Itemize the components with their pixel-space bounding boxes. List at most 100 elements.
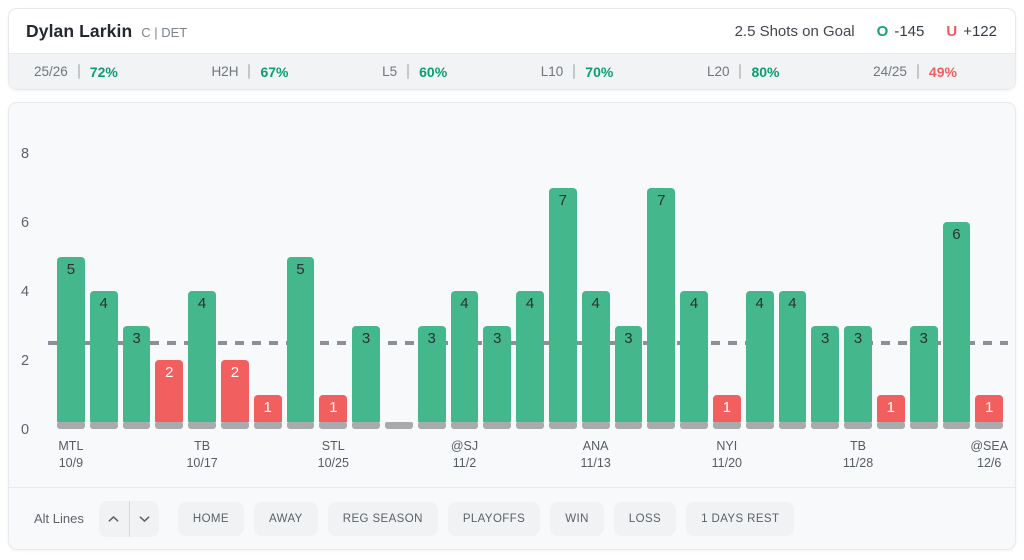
chart-bar[interactable]: 3 TB 11/28: [843, 129, 873, 470]
bar-value-label: 3: [821, 329, 830, 347]
chart-bar[interactable]: 5 MTL 10/9: [57, 129, 85, 470]
stat-h2h: H2H 67%: [211, 64, 288, 80]
x-tick-label: ANA 11/13: [580, 439, 611, 470]
chart-bar[interactable]: 6: [942, 129, 971, 429]
chart-bar[interactable]: 1: [253, 129, 282, 429]
line-up-button[interactable]: [99, 501, 129, 537]
chart-bar[interactable]: 4: [516, 129, 544, 429]
bar-over: 4: [778, 291, 807, 422]
chart-bar[interactable]: 2: [220, 129, 249, 429]
filter-home[interactable]: HOME: [177, 501, 244, 536]
chart-bar[interactable]: 1 NYI 11/20: [712, 129, 742, 470]
filter-playoffs[interactable]: PLAYOFFS: [447, 501, 541, 536]
stat-25-26: 25/26 72%: [34, 64, 118, 80]
stat-divider: [739, 64, 742, 79]
filter-reg-season[interactable]: REG SEASON: [327, 501, 438, 536]
bar-value-label: 4: [788, 295, 797, 312]
bar-over: 3: [614, 325, 643, 422]
y-tick-0: 0: [21, 422, 30, 438]
chart-bar[interactable]: 4: [680, 129, 708, 429]
x-tick-label: MTL 10/9: [58, 439, 84, 470]
player-identity: Dylan Larkin C | DET: [26, 21, 187, 42]
chart-bar[interactable]: 4 TB 10/17: [186, 129, 218, 470]
bar-base-stub: [89, 422, 118, 429]
chart-bar[interactable]: 3: [909, 129, 938, 429]
bar-base-stub: [811, 422, 840, 429]
bar-under: 2: [155, 360, 184, 422]
bar-base-stub: [188, 422, 216, 429]
bar-value-label: 4: [197, 295, 207, 312]
bar-value-label: 2: [165, 364, 174, 381]
chart-bar[interactable]: 3: [417, 129, 446, 429]
filter-away[interactable]: AWAY: [253, 501, 318, 536]
chart-bar[interactable]: 4: [745, 129, 774, 429]
under-icon: U: [946, 22, 958, 40]
bar-over: 4: [89, 291, 118, 422]
stat-value: 60%: [419, 63, 448, 80]
under-odds[interactable]: U +122: [946, 23, 997, 40]
bar-base-stub: [319, 422, 348, 429]
y-axis: 0 2 4 6 8: [21, 129, 47, 438]
y-tick-4: 4: [21, 284, 30, 300]
bar-under: 1: [319, 394, 348, 422]
bar-value-label: 7: [657, 191, 666, 209]
chart-bar[interactable]: 3: [352, 129, 380, 429]
title-row: Dylan Larkin C | DET 2.5 Shots on Goal O…: [9, 9, 1015, 53]
chart-bar[interactable]: 2: [155, 129, 184, 429]
bar-base-stub: [483, 422, 512, 429]
stat-divider: [248, 64, 251, 79]
chart-bar[interactable]: 1 @SEA 12/6: [970, 129, 1008, 470]
bar-base-stub: [647, 422, 676, 429]
line-down-button[interactable]: [128, 500, 159, 537]
filter-buttons: HOME AWAY REG SEASON PLAYOFFS WIN LOSS 1 DAYS …: [177, 501, 795, 536]
bar-value-label: 4: [689, 295, 699, 312]
chart-bar[interactable]: 7: [548, 129, 577, 429]
bars-row: 5 MTL 10/9 4 3 2 4 TB 10/17 2 1 5 1 STL 10/25 3 3 4 @SJ 11/…: [57, 129, 1008, 470]
bar-base-stub: [909, 422, 938, 429]
chart-bar[interactable]: 3: [614, 129, 643, 429]
stat-divider: [916, 64, 919, 79]
stat-l10: L10 70%: [541, 64, 614, 80]
stat-value: 80%: [751, 63, 780, 80]
chart-bar[interactable]: 3: [122, 129, 151, 429]
chart-bar[interactable]: 3: [811, 129, 840, 429]
chart-bar[interactable]: 5: [286, 129, 315, 429]
filter-win[interactable]: WIN: [550, 501, 604, 536]
bar-base-stub: [844, 422, 872, 429]
bar-over: 7: [647, 187, 676, 422]
chart-bar[interactable]: 1 STL 10/25: [318, 129, 349, 470]
filter-1-days-rest[interactable]: 1 DAYS REST: [686, 501, 795, 536]
stat-value: 72%: [89, 63, 118, 80]
stat-label: L20: [706, 64, 730, 79]
bar-value-label: 3: [853, 329, 863, 347]
chart-bar[interactable]: 4 ANA 11/13: [580, 129, 611, 470]
over-odds[interactable]: O -145: [877, 23, 925, 40]
chart-bar[interactable]: 7: [647, 129, 676, 429]
stat-divider: [77, 64, 80, 79]
chart-bar[interactable]: 1: [876, 129, 905, 429]
chart-bar[interactable]: 3: [483, 129, 512, 429]
filter-loss[interactable]: LOSS: [613, 501, 677, 536]
chart-bar[interactable]: [384, 129, 413, 429]
bar-base-stub: [581, 422, 610, 429]
prop-odds-group: 2.5 Shots on Goal O -145 U +122: [735, 23, 997, 40]
player-name: Dylan Larkin: [26, 20, 133, 41]
bar-over: 4: [581, 291, 610, 422]
bar-over: 3: [483, 325, 512, 422]
bar-value-label: 5: [296, 260, 305, 278]
bar-base-stub: [614, 422, 643, 429]
stat-divider: [407, 64, 410, 79]
y-tick-2: 2: [21, 353, 30, 369]
chart-bar[interactable]: 4: [778, 129, 807, 429]
chart-bar[interactable]: 4 @SJ 11/2: [450, 129, 479, 470]
bar-value-label: 4: [591, 295, 600, 312]
chart-bar[interactable]: 4: [89, 129, 118, 429]
bar-over: 5: [57, 256, 85, 422]
bar-under: 1: [712, 394, 741, 422]
bar-over: 3: [811, 325, 840, 422]
bar-base-stub: [417, 422, 446, 429]
x-tick-label: @SEA 12/6: [970, 439, 1009, 470]
bar-base-stub: [122, 422, 151, 429]
